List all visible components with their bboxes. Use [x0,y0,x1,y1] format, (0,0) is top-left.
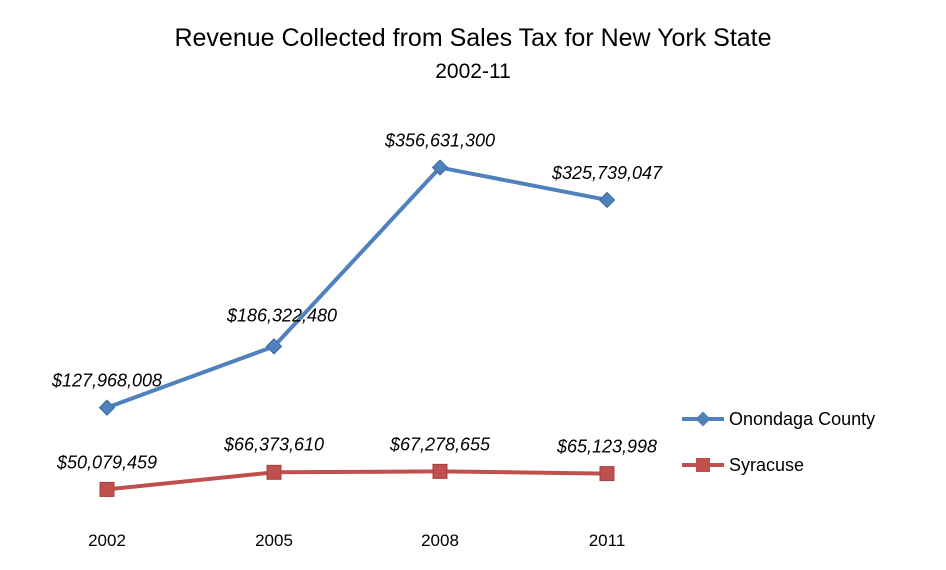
data-point-marker [599,466,615,482]
series-onondaga-county: $127,968,008 $186,322,480 $356,631,300 $325… [51,131,663,416]
x-axis-ticks: 2002 2005 2008 2011 [88,531,625,550]
data-label: $65,123,998 [556,437,657,457]
data-label: $50,079,459 [56,452,157,472]
data-point-marker [99,481,115,497]
data-label: $325,739,047 [551,163,663,183]
x-tick-label: 2011 [589,531,626,550]
legend-item: Onondaga County [682,409,875,429]
data-label: $356,631,300 [384,131,495,151]
legend-label: Onondaga County [729,409,875,429]
x-tick-label: 2005 [255,531,293,550]
legend-marker [696,458,710,472]
legend-item: Syracuse [682,455,804,475]
series-syracuse: $50,079,459 $66,373,610 $67,278,655 $65,123… [56,434,657,497]
legend-label: Syracuse [729,455,804,475]
data-point-marker [265,338,283,355]
data-label: $127,968,008 [51,371,162,391]
data-point-marker [98,399,116,416]
x-tick-label: 2008 [421,531,459,550]
data-point-marker [598,191,616,209]
chart-subtitle: 2002-11 [435,60,511,83]
chart-title: Revenue Collected from Sales Tax for New… [174,24,771,52]
legend-marker [695,411,711,427]
data-label: $66,373,610 [223,434,324,454]
series-line [106,165,608,410]
data-label: $186,322,480 [226,305,337,325]
series-line [106,469,608,492]
legend: Onondaga County Syracuse [682,409,875,475]
data-point-marker [432,463,448,479]
data-label: $67,278,655 [389,434,491,454]
series-layer: $127,968,008 $186,322,480 $356,631,300 $325… [51,131,663,497]
x-tick-label: 2002 [88,531,126,550]
data-point-marker [266,464,282,480]
data-point-marker [431,159,449,176]
